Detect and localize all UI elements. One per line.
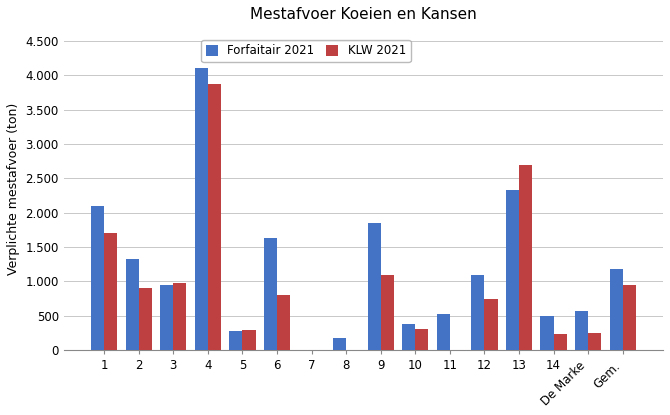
Bar xyxy=(174,283,186,350)
Bar xyxy=(381,274,394,350)
Bar xyxy=(484,298,498,350)
Legend: Forfaitair 2021, KLW 2021: Forfaitair 2021, KLW 2021 xyxy=(202,40,411,62)
Bar xyxy=(333,338,346,350)
Bar xyxy=(195,68,208,350)
Bar xyxy=(471,274,484,350)
Bar xyxy=(610,269,622,350)
Bar xyxy=(104,233,117,350)
Bar xyxy=(160,285,174,350)
Bar xyxy=(415,330,428,350)
Bar xyxy=(139,288,152,350)
Bar xyxy=(277,295,290,350)
Bar xyxy=(519,165,532,350)
Bar xyxy=(588,333,601,350)
Bar xyxy=(622,285,636,350)
Bar xyxy=(553,334,567,350)
Bar xyxy=(575,310,588,350)
Bar xyxy=(264,239,277,350)
Bar xyxy=(125,259,139,350)
Bar xyxy=(368,223,381,350)
Bar xyxy=(437,314,450,350)
Bar xyxy=(208,84,221,350)
Bar xyxy=(91,206,104,350)
Bar xyxy=(402,324,415,350)
Bar xyxy=(506,190,519,350)
Y-axis label: Verplichte mestafvoer (ton): Verplichte mestafvoer (ton) xyxy=(7,103,20,275)
Bar xyxy=(229,331,243,350)
Bar xyxy=(541,316,553,350)
Title: Mestafvoer Koeien en Kansen: Mestafvoer Koeien en Kansen xyxy=(250,7,477,22)
Bar xyxy=(243,330,255,350)
